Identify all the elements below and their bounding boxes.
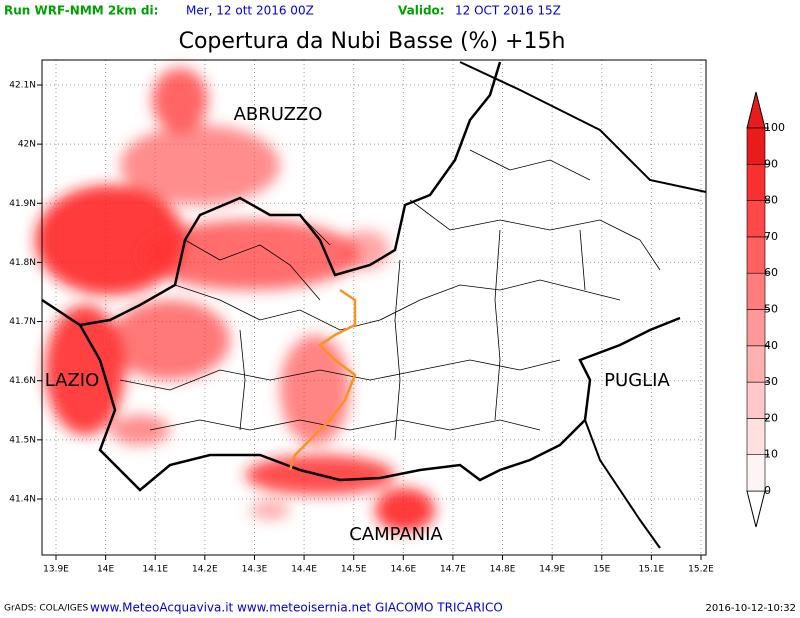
lat-tick-label: 42N [18, 140, 36, 150]
footer-left: GrADS: COLA/IGES [4, 604, 88, 614]
colorbar-segment [746, 272, 766, 310]
colorbar-tick-label: 50 [764, 303, 778, 316]
colorbar-segment [746, 236, 766, 274]
cloud [250, 500, 290, 520]
colorbar-tick-label: 10 [764, 448, 778, 461]
lat-tick-label: 41.9N [9, 199, 36, 209]
colorbar-segment [746, 309, 766, 347]
province-border [119, 149, 661, 441]
lon-tick-label: 13.9E [43, 565, 69, 575]
cloud [45, 305, 125, 435]
coastline [459, 61, 707, 193]
run-label: Run WRF-NMM 2km di: [4, 4, 158, 18]
lon-tick-label: 14E [97, 565, 114, 575]
colorbar-tick-label: 70 [764, 230, 778, 243]
colorbar-tick-label: 40 [764, 339, 778, 352]
borders [41, 61, 707, 549]
lon-tick-label: 14.1E [142, 565, 168, 575]
lon-tick-label: 14.3E [242, 565, 268, 575]
colorbar-segment [746, 164, 766, 201]
lat-tick-label: 41.4N [9, 495, 36, 505]
colorbar-tick-label: 20 [764, 411, 778, 424]
footer-right: 2016-10-12-10:32 [705, 603, 796, 614]
colorbar-segment [746, 381, 766, 419]
lon-tick-label: 14.5E [341, 565, 367, 575]
valid-date: 12 OCT 2016 15Z [455, 4, 561, 18]
lon-tick-label: 15.1E [639, 565, 665, 575]
cloud [110, 415, 170, 445]
footer-center: www.MeteoAcquaviva.it www.meteoisernia.n… [90, 601, 503, 615]
region-label: CAMPANIA [349, 524, 443, 545]
run-date: Mer, 12 ott 2016 00Z [186, 4, 314, 18]
cloud [120, 125, 280, 205]
cloud [280, 335, 350, 445]
lon-tick-label: 14.8E [490, 565, 516, 575]
cloud-cover [35, 68, 435, 532]
lon-tick-label: 14.4E [291, 565, 317, 575]
colorbar-tick-label: 0 [764, 484, 771, 497]
colorbar: 0 10 20 30 40 50 60 70 80 90 100 [746, 91, 785, 528]
region-border [584, 419, 661, 549]
colorbar-tick-label: 80 [764, 194, 778, 207]
lat-tick-label: 41.8N [9, 258, 36, 268]
lon-tick-label: 14.2E [192, 565, 218, 575]
map-area: ABRUZZO LAZIO PUGLIA CAMPANIA [35, 59, 707, 556]
lon-tick-label: 14.7E [440, 565, 466, 575]
lon-tick-label: 15E [593, 565, 610, 575]
region-label: LAZIO [45, 370, 100, 391]
cloud [375, 488, 435, 532]
orange-border [288, 288, 357, 471]
region-label: PUGLIA [604, 370, 670, 391]
lat-tick-label: 41.7N [9, 317, 36, 327]
lat-tick-label: 42.1N [9, 81, 36, 91]
lon-tick-label: 14.9E [539, 565, 565, 575]
region-border [41, 61, 502, 327]
colorbar-tick-label: 90 [764, 157, 778, 170]
colorbar-segment [746, 345, 766, 383]
lon-tick-label: 15.2E [688, 565, 714, 575]
colorbar-tick-label: 30 [764, 375, 778, 388]
cloud [340, 230, 390, 270]
cloud [140, 220, 360, 290]
lon-tick-label: 14.6E [390, 565, 416, 575]
colorbar-segment [746, 200, 766, 238]
colorbar-segment [746, 127, 766, 165]
region-label: ABRUZZO [234, 104, 323, 125]
lat-tick-label: 41.5N [9, 435, 36, 445]
cloud [110, 300, 230, 380]
colorbar-segment [746, 454, 766, 492]
colorbar-segment [746, 418, 766, 455]
colorbar-tick-label: 100 [764, 121, 785, 134]
title: Copertura da Nubi Basse (%) +15h [179, 29, 566, 54]
cloud [152, 68, 208, 132]
region-border [78, 316, 681, 492]
map-frame [41, 59, 707, 556]
lat-tick-label: 41.6N [9, 376, 36, 386]
valid-label: Valido: [398, 4, 445, 18]
colorbar-tick-label: 60 [764, 266, 778, 279]
